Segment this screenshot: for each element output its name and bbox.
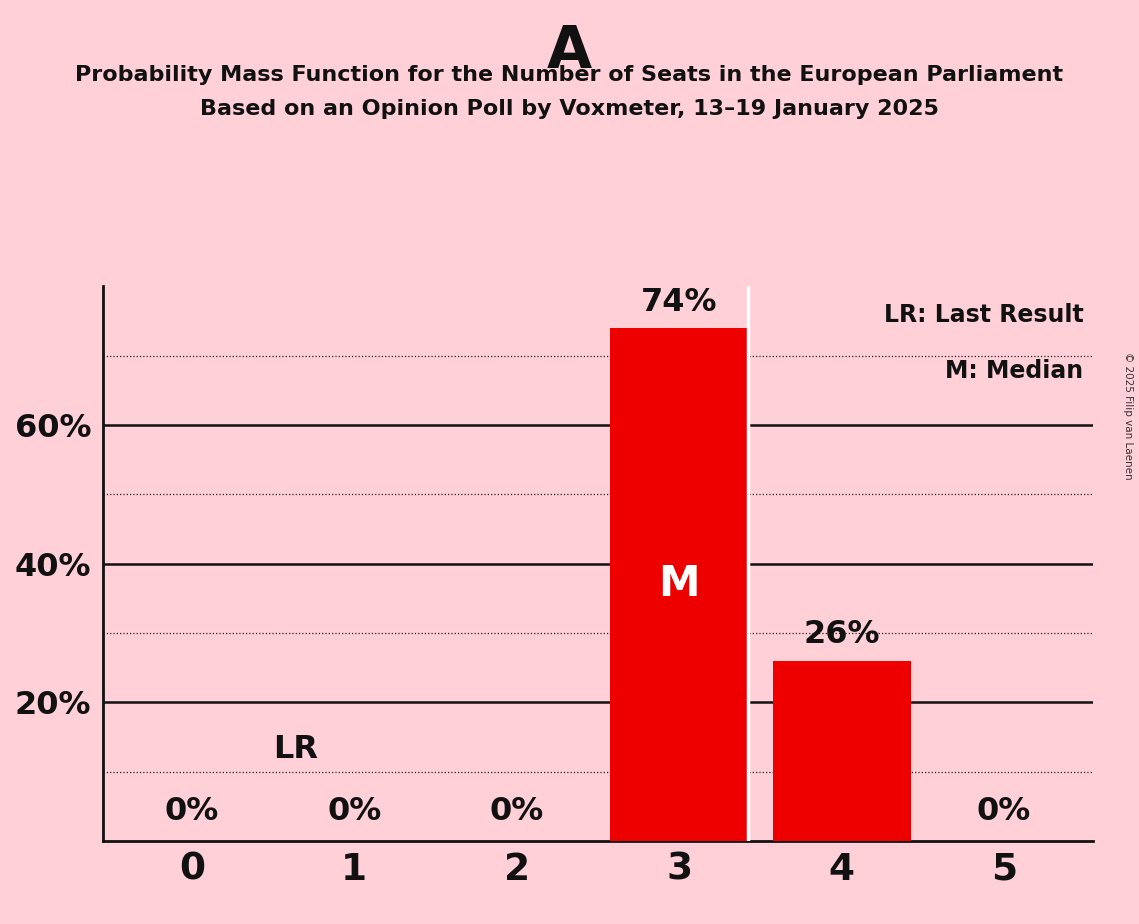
- Text: LR: Last Result: LR: Last Result: [884, 303, 1083, 327]
- Bar: [611, 328, 748, 841]
- Text: © 2025 Filip van Laenen: © 2025 Filip van Laenen: [1123, 352, 1133, 480]
- Text: 74%: 74%: [641, 286, 718, 318]
- Text: 0%: 0%: [977, 796, 1031, 827]
- Text: 26%: 26%: [803, 619, 880, 650]
- Text: Probability Mass Function for the Number of Seats in the European Parliament: Probability Mass Function for the Number…: [75, 65, 1064, 85]
- Text: 0%: 0%: [165, 796, 219, 827]
- Text: 0%: 0%: [327, 796, 382, 827]
- Text: LR: LR: [273, 734, 318, 765]
- Text: M: Median: M: Median: [945, 359, 1083, 383]
- Text: 0%: 0%: [490, 796, 544, 827]
- Text: M: M: [658, 564, 700, 605]
- Text: A: A: [547, 23, 592, 80]
- Text: Based on an Opinion Poll by Voxmeter, 13–19 January 2025: Based on an Opinion Poll by Voxmeter, 13…: [200, 99, 939, 119]
- Bar: [772, 661, 911, 841]
